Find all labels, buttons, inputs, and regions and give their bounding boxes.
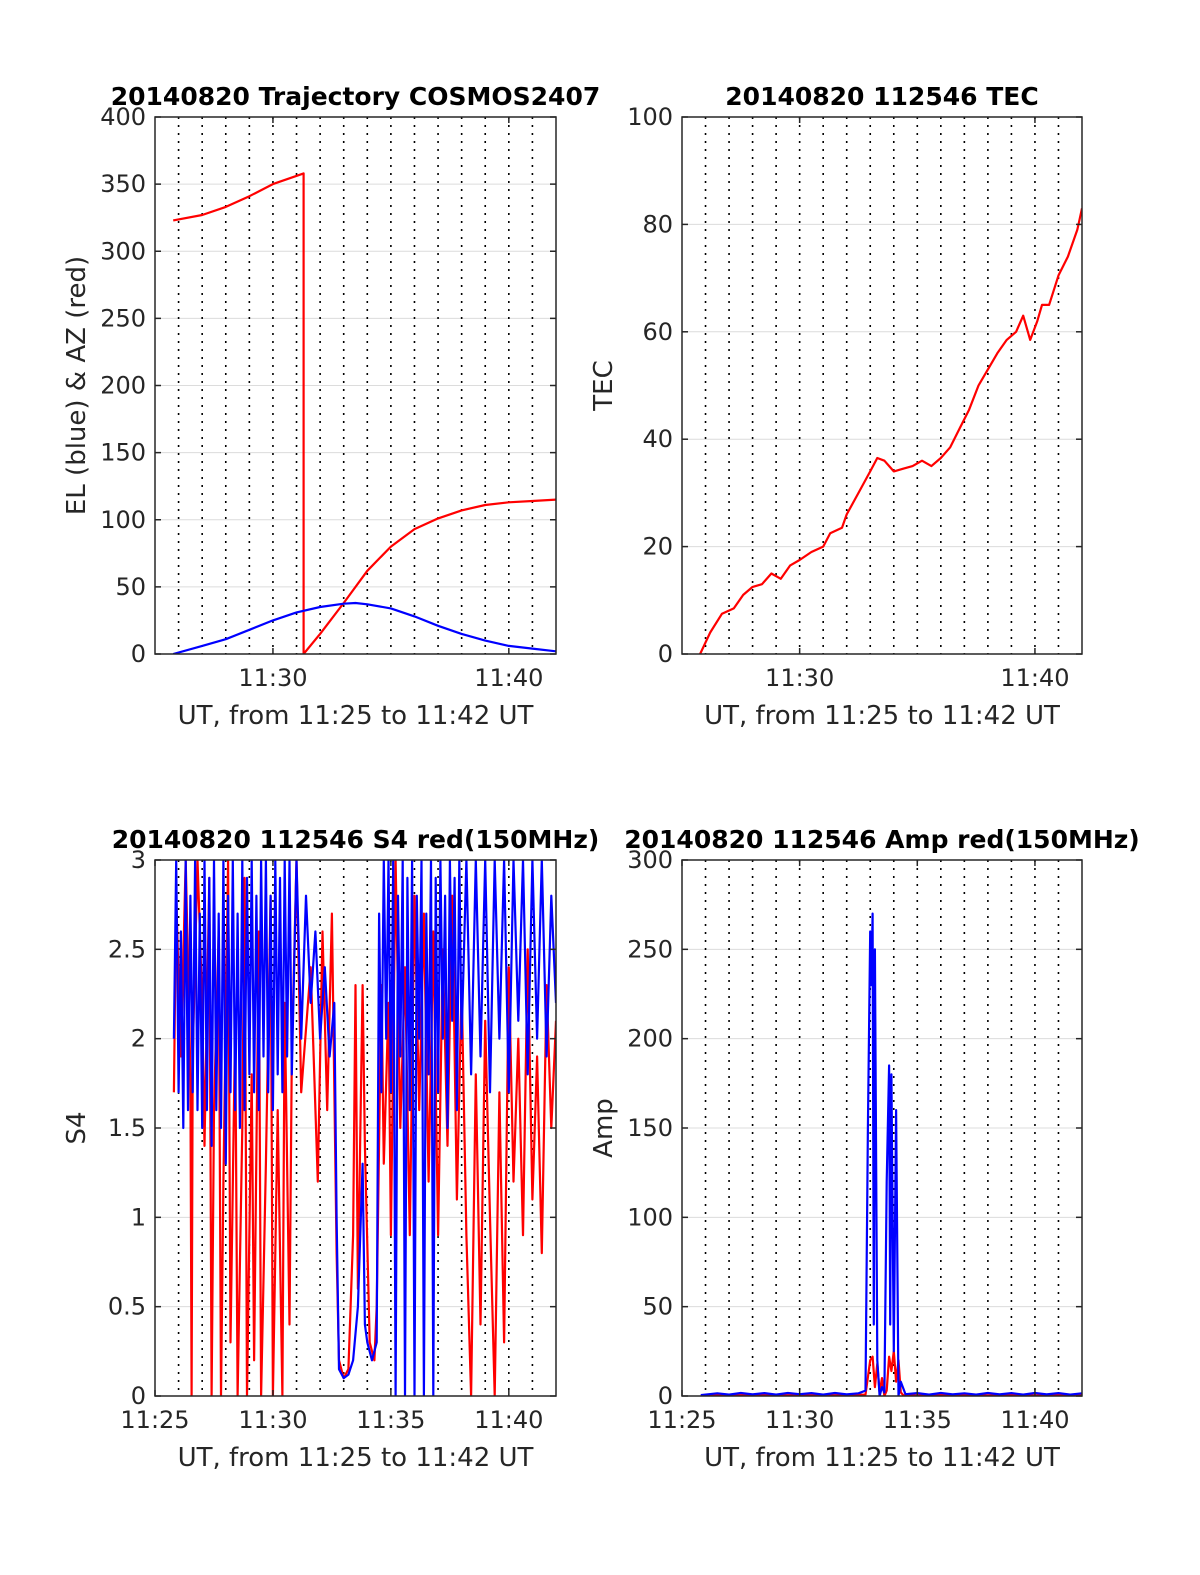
s4-y-tick-label: 0.5 (108, 1293, 146, 1321)
s4-x-axis-label: UT, from 11:25 to 11:42 UT (178, 1443, 534, 1473)
trajectory-y-tick-label: 250 (100, 304, 146, 332)
trajectory-y-tick-label: 350 (100, 170, 146, 198)
s4-chart-title: 20140820 112546 S4 red(150MHz) (112, 825, 600, 854)
trajectory-y-tick-label: 300 (100, 237, 146, 265)
trajectory-x-tick-label: 11:30 (238, 664, 307, 692)
tec-panel: 0 20 40 60 80 100 11:30 11:40 20140820 112546 TE… (589, 82, 1083, 731)
tec-y-tick-label: 100 (627, 103, 673, 131)
trajectory-y-tick-label: 0 (131, 640, 146, 668)
trajectory-y-tick-label: 50 (115, 573, 146, 601)
s4-x-tick-label: 11:30 (238, 1406, 307, 1434)
s4-x-tick-label: 11:25 (120, 1406, 189, 1434)
tec-x-tick-label: 11:30 (765, 664, 834, 692)
s4-y-axis-label: S4 (62, 1111, 92, 1144)
tec-y-tick-label: 0 (658, 640, 673, 668)
tec-y-tick-label: 80 (642, 210, 673, 238)
s4-y-tick-label: 1 (131, 1203, 146, 1231)
tec-series-red-line (699, 208, 1082, 654)
tec-x-axis-label: UT, from 11:25 to 11:42 UT (704, 701, 1060, 731)
trajectory-y-tick-label: 150 (100, 439, 146, 467)
amp-x-tick-label: 11:30 (765, 1406, 834, 1434)
s4-series-blue-line (172, 860, 556, 1396)
amp-chart-title: 20140820 112546 Amp red(150MHz) (624, 825, 1140, 854)
amp-y-tick-label: 50 (642, 1293, 673, 1321)
s4-y-tick-label: 2.5 (108, 935, 146, 963)
amp-y-tick-label: 300 (627, 846, 673, 874)
tec-y-axis-label: TEC (589, 360, 619, 411)
trajectory-y-axis-label: EL (blue) & AZ (red) (62, 256, 92, 515)
amp-y-tick-label: 100 (627, 1203, 673, 1231)
s4-x-tick-label: 11:35 (356, 1406, 425, 1434)
amp-x-tick-label: 11:35 (883, 1406, 952, 1434)
amp-x-tick-label: 11:25 (647, 1406, 716, 1434)
s4-y-tick-label: 1.5 (108, 1114, 146, 1142)
amp-y-axis-label: Amp (589, 1098, 619, 1158)
amp-panel: 0 50 100 150 200 250 300 11:25 11:30 11:35 11:40 20… (589, 825, 1140, 1473)
tec-y-tick-label: 20 (642, 533, 673, 561)
tec-chart-title: 20140820 112546 TEC (725, 82, 1038, 111)
trajectory-y-tick-label: 100 (100, 506, 146, 534)
tec-x-tick-label: 11:40 (1000, 664, 1069, 692)
amp-y-tick-label: 250 (627, 935, 673, 963)
trajectory-series-red-line (172, 172, 556, 654)
amp-y-tick-label: 150 (627, 1114, 673, 1142)
amp-y-tick-label: 200 (627, 1025, 673, 1053)
tec-plot-area (682, 117, 1082, 654)
trajectory-y-tick-label: 200 (100, 372, 146, 400)
trajectory-panel: 0 50 100 150 200 250 300 350 400 11:30 11:40 201408… (62, 82, 600, 731)
trajectory-y-tick-label: 400 (100, 103, 146, 131)
tec-y-tick-label: 40 (642, 425, 673, 453)
s4-panel: 0 0.5 1 1.5 2 2.5 3 11:25 11:30 11:35 11:40 2014082… (62, 825, 599, 1473)
amp-x-axis-label: UT, from 11:25 to 11:42 UT (704, 1443, 1060, 1473)
trajectory-series-blue-line (172, 601, 556, 654)
trajectory-x-tick-label: 11:40 (474, 664, 543, 692)
s4-x-tick-label: 11:40 (474, 1406, 543, 1434)
s4-y-tick-label: 2 (131, 1025, 146, 1053)
amp-x-tick-label: 11:40 (1000, 1406, 1069, 1434)
amp-y-tick-label: 0 (658, 1382, 673, 1410)
tec-y-tick-label: 60 (642, 318, 673, 346)
s4-y-tick-label: 0 (131, 1382, 146, 1410)
tec-axes-frame (681, 116, 1083, 655)
trajectory-x-axis-label: UT, from 11:25 to 11:42 UT (178, 701, 534, 731)
s4-y-tick-label: 3 (131, 846, 146, 874)
trajectory-chart-title: 20140820 Trajectory COSMOS2407 (111, 82, 601, 111)
